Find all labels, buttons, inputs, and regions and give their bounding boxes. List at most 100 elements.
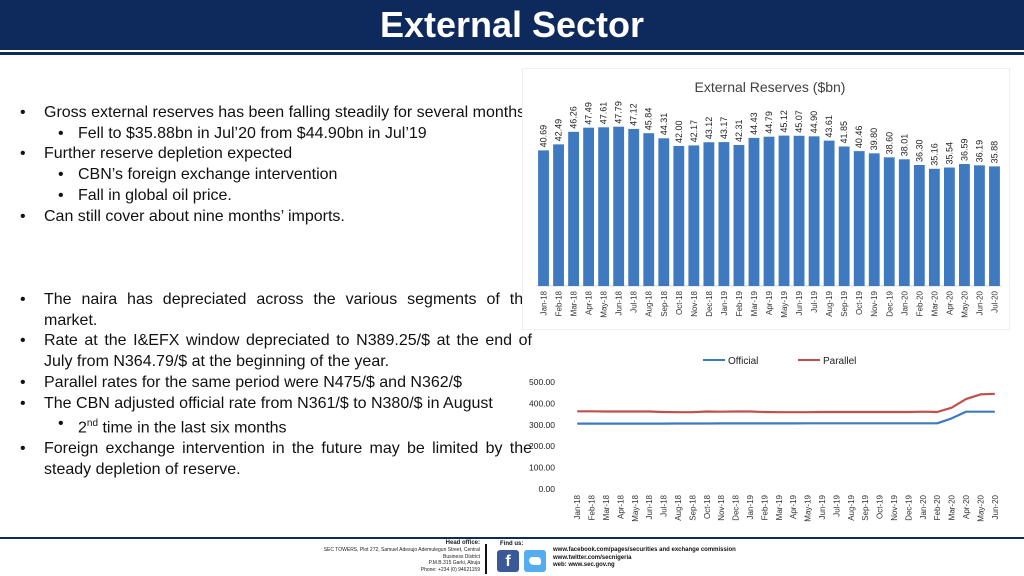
x-tick-label: Jun-19	[795, 290, 804, 315]
bullet-text: Foreign exchange intervention in the fut…	[44, 440, 532, 478]
header-rule	[0, 52, 1024, 55]
x-tick-label: Dec-19	[885, 290, 894, 316]
x-tick-label: Aug-19	[825, 290, 834, 316]
bullet-item: • Further reserve depletion expected	[20, 145, 293, 163]
x-tick-label: Feb-19	[760, 494, 769, 520]
title-bar: External Sector	[0, 0, 1024, 50]
x-tick-label: Apr-18	[616, 494, 625, 519]
x-tick-label: Feb-20	[933, 494, 942, 520]
bar-value-label: 40.46	[854, 126, 864, 149]
reserve-bar	[823, 140, 835, 286]
x-tick-label: Jun-19	[818, 494, 827, 519]
x-tick-label: Feb-20	[915, 290, 924, 316]
bullet-item: • Can still cover about nine months’ impo…	[20, 207, 345, 225]
reserve-bar	[718, 142, 730, 286]
exchange-rate-bullets: • The naira has depreciated across the va…	[20, 290, 566, 481]
x-tick-label: May-20	[960, 290, 969, 317]
series-line-official	[577, 410, 995, 425]
bar-value-label: 40.69	[539, 125, 549, 148]
twitter-link[interactable]: www.twitter.com/secnigeria	[553, 554, 632, 561]
twitter-icon[interactable]	[524, 550, 546, 572]
bar-value-label: 46.26	[569, 106, 579, 129]
x-tick-label: May-19	[780, 290, 789, 317]
bullet-text: Further reserve depletion expected	[44, 145, 293, 163]
reserve-bar	[613, 126, 625, 286]
facebook-icon[interactable]: f	[497, 550, 519, 572]
reserve-bar	[868, 153, 880, 286]
ordinal-suffix: nd	[86, 418, 99, 430]
reserve-bar	[643, 133, 655, 286]
x-tick-label: May-18	[631, 494, 640, 521]
bar-value-label: 38.60	[884, 132, 894, 155]
reserve-bar	[808, 136, 820, 286]
bar-value-label: 38.01	[899, 134, 909, 157]
bar-value-label: 43.12	[704, 117, 714, 140]
x-tick-label: Jul-19	[832, 494, 841, 516]
x-tick-label: Jan-18	[540, 290, 549, 315]
reserve-bar	[688, 145, 700, 286]
x-tick-label: Mar-18	[602, 494, 611, 520]
bar-value-label: 45.84	[644, 108, 654, 131]
sub-bullet-item: • Fell to $35.88bn in Jul’20 from $44.90b…	[58, 124, 427, 142]
bar-value-label: 45.07	[794, 110, 804, 133]
bar-value-label: 43.17	[719, 117, 729, 140]
find-us-label: Find us:	[500, 541, 524, 547]
footer-divider	[485, 544, 487, 574]
contact-links: www.facebook.com/pages/securities and ex…	[553, 547, 736, 570]
bullet-text: Rate at the I&EFX window depreciated to …	[44, 332, 532, 371]
reserve-bar	[583, 127, 595, 286]
reserve-bar	[838, 146, 850, 286]
sub-bullet-item: • 2nd time in the last six months	[58, 415, 287, 437]
bar-value-label: 44.79	[764, 111, 774, 134]
bar-value-label: 47.49	[584, 102, 594, 125]
x-tick-label: Jun-20	[975, 290, 984, 315]
x-tick-label: Jan-19	[720, 290, 729, 315]
x-tick-label: Dec-18	[732, 494, 741, 520]
x-tick-label: May-18	[600, 290, 609, 317]
reserve-bar	[989, 166, 1000, 286]
x-tick-label: Sep-18	[688, 494, 697, 520]
x-tick-label: Sep-19	[861, 494, 870, 520]
reserve-bar	[673, 146, 685, 286]
bar-value-label: 35.16	[929, 143, 939, 166]
bullet-text: Parallel rates for the same period were …	[44, 373, 463, 391]
bar-value-label: 44.31	[659, 113, 669, 136]
bullet-text: CBN’s foreign exchange intervention	[78, 166, 338, 184]
bullet-text: Fell to $35.88bn in Jul’20 from $44.90bn…	[78, 124, 427, 142]
bar-value-label: 39.80	[869, 128, 879, 151]
reserve-bar	[553, 144, 564, 286]
website-link[interactable]: web: www.sec.gov.ng	[553, 562, 615, 568]
bullet-item: • Parallel rates for the same period were…	[20, 373, 463, 391]
x-tick-label: Sep-19	[840, 290, 849, 316]
bar-value-label: 42.49	[554, 119, 564, 142]
x-tick-label: Jan-18	[573, 494, 582, 519]
bullet-item: • Rate at the I&EFX window depreciated to…	[20, 332, 532, 371]
reserve-bar	[959, 164, 970, 286]
facebook-link[interactable]: www.facebook.com/pages/securities and ex…	[553, 547, 736, 553]
x-tick-label: Mar-20	[930, 290, 939, 316]
reserve-bar	[703, 142, 715, 286]
x-tick-label: Dec-19	[904, 494, 913, 520]
x-tick-label: Oct-19	[855, 290, 864, 315]
x-tick-label: Jun-18	[615, 290, 624, 315]
bar-value-label: 47.79	[614, 101, 624, 124]
x-tick-label: Apr-20	[962, 494, 971, 519]
x-tick-label: Mar-20	[948, 494, 957, 520]
y-tick-label: 0.00	[538, 484, 555, 494]
x-tick-label: May-19	[804, 494, 813, 521]
reserve-bar	[568, 131, 579, 286]
x-tick-label: Mar-19	[750, 290, 759, 316]
x-tick-label: Apr-20	[945, 290, 954, 315]
head-office-block: Head office: SEC TOWERS, Plot 272, Samue…	[230, 540, 480, 574]
x-tick-label: Mar-18	[570, 290, 579, 316]
y-tick-label: 200.00	[529, 441, 555, 451]
bullet-text: time in the last six months	[98, 419, 287, 437]
series-line-parallel	[577, 392, 995, 414]
footer-rule	[0, 537, 1024, 539]
x-tick-label: Aug-18	[645, 290, 654, 316]
x-tick-label: Jan-19	[746, 494, 755, 519]
bullet-text: Fall in global oil price.	[78, 186, 232, 204]
reserve-bar	[538, 150, 549, 286]
reserve-bar	[598, 127, 610, 286]
bar-value-label: 36.19	[974, 140, 984, 163]
